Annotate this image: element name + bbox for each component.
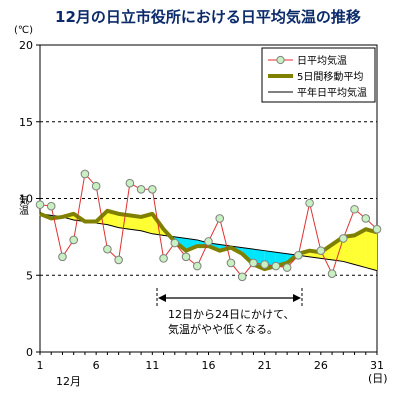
chart-title: 12月の日立市役所における日平均気温の推移 xyxy=(55,8,361,26)
daily-point-4 xyxy=(69,235,78,245)
daily-point-7 xyxy=(103,244,112,254)
x-tick-label-31: 31 xyxy=(370,359,384,372)
daily-point-1 xyxy=(35,200,45,209)
daily-point-25 xyxy=(305,198,314,208)
daily-point-3 xyxy=(58,252,67,262)
annotation-line-1: 12日から24日にかけて、 xyxy=(168,308,294,321)
y-tick-label-15: 15 xyxy=(19,116,33,129)
x-tick-label-1: 1 xyxy=(37,359,44,372)
legend-marker-daily xyxy=(276,55,285,65)
daily-point-13 xyxy=(170,238,180,248)
daily-point-15 xyxy=(192,261,202,271)
daily-point-20 xyxy=(249,258,258,268)
y-axis-label: 気温 xyxy=(17,194,29,215)
fill-segment-30 xyxy=(365,229,377,271)
daily-point-27 xyxy=(327,269,337,279)
daily-point-6 xyxy=(91,181,101,191)
daily-point-9 xyxy=(125,178,135,188)
daily-point-18 xyxy=(226,258,236,268)
daily-point-17 xyxy=(215,214,225,223)
daily-point-30 xyxy=(361,214,371,223)
daily-point-19 xyxy=(237,272,247,282)
daily-point-26 xyxy=(316,246,326,255)
x-tick-label-6: 6 xyxy=(93,359,100,372)
x-unit-label: (日) xyxy=(368,372,388,385)
gridlines xyxy=(40,121,377,276)
daily-point-22 xyxy=(271,261,281,271)
x-month-label: 12月 xyxy=(56,375,81,388)
legend: 日平均気温 5日間移動平均 平年日平均気温 xyxy=(261,47,376,103)
annotation-line-2: 気温がやや低くなる。 xyxy=(168,322,278,336)
y-tick-label-5: 5 xyxy=(26,269,33,282)
annotation: 12日から24日にかけて、 気温がやや低くなる。 xyxy=(156,288,303,336)
daily-point-31 xyxy=(372,224,382,234)
x-tick-label-16: 16 xyxy=(202,359,216,372)
legend-label-daily: 日平均気温 xyxy=(297,54,347,67)
y-tick-label-20: 20 xyxy=(19,39,33,52)
x-tick-label-21: 21 xyxy=(258,359,272,372)
series-markers xyxy=(35,169,382,282)
daily-point-8 xyxy=(114,255,123,265)
legend-label-moving-avg: 5日間移動平均 xyxy=(297,70,363,83)
daily-point-24 xyxy=(294,250,303,260)
daily-point-12 xyxy=(159,254,168,263)
legend-label-normal: 平年日平均気温 xyxy=(297,86,367,99)
daily-point-21 xyxy=(260,260,269,269)
daily-point-10 xyxy=(136,184,146,194)
fill-segment-29 xyxy=(354,229,366,268)
daily-point-28 xyxy=(339,234,348,243)
annotation-arrowhead-right xyxy=(293,294,301,302)
daily-point-2 xyxy=(46,201,56,211)
x-tick-label-26: 26 xyxy=(314,359,328,372)
annotation-arrowhead-left xyxy=(158,294,166,302)
daily-point-29 xyxy=(350,204,359,214)
fill-segment-9 xyxy=(129,215,142,231)
y-tick-label-0: 0 xyxy=(26,346,33,359)
daily-point-16 xyxy=(204,237,213,246)
y-unit-label: (℃) xyxy=(14,25,33,36)
y-tick-label-10: 10 xyxy=(19,193,33,206)
daily-point-5 xyxy=(80,169,90,179)
y-tick-labels: 0 5 10 15 20 xyxy=(19,39,40,359)
daily-point-14 xyxy=(181,252,191,262)
fill-segment-10 xyxy=(141,213,153,234)
daily-point-23 xyxy=(282,263,292,272)
daily-point-11 xyxy=(148,184,157,194)
fill-segment-28 xyxy=(343,235,355,265)
x-tick-label-11: 11 xyxy=(145,359,159,372)
x-tick-labels: 1 6 11 16 21 26 31 xyxy=(37,352,384,372)
